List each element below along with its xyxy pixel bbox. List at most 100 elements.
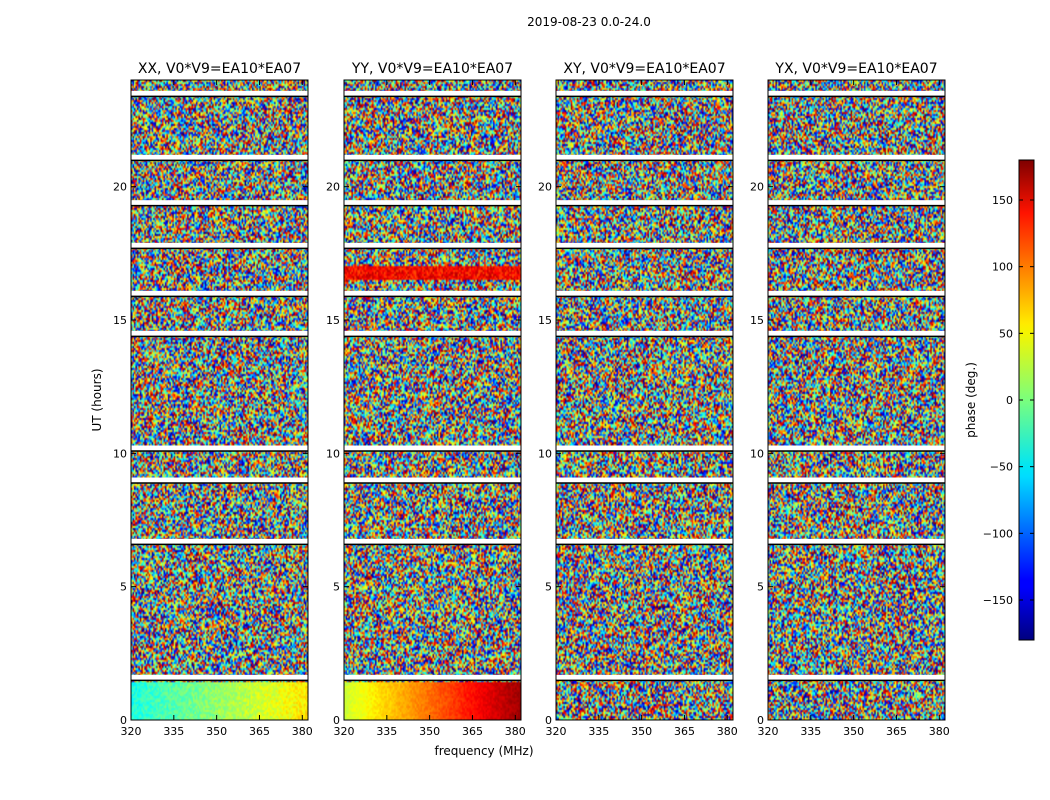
flagged-row: [131, 242, 308, 248]
x-tick-label: 335: [588, 725, 609, 738]
x-tick-label: 320: [546, 725, 567, 738]
y-tick-label: 5: [545, 581, 552, 594]
flagged-row: [131, 674, 308, 680]
panel-title: XX, V0*V9=EA10*EA07: [138, 61, 301, 77]
flagged-row: [768, 477, 945, 483]
flagged-row: [344, 242, 521, 248]
x-tick-label: 365: [462, 725, 483, 738]
y-tick-label: 15: [538, 314, 552, 327]
flagged-row: [131, 538, 308, 544]
x-tick-label: 380: [929, 725, 950, 738]
colorbar-tick-label: 150: [992, 194, 1013, 207]
flagged-row: [344, 330, 521, 336]
flagged-row: [556, 445, 733, 451]
flagged-row: [556, 477, 733, 483]
x-tick-label: 320: [334, 725, 355, 738]
y-tick-label: 0: [757, 714, 764, 727]
phase-heatmap-image: [131, 80, 308, 720]
panel-1: XX, V0*V9=EA10*EA07 320 335 350 365 380 0 5 10 15…: [113, 61, 313, 738]
phase-heatmap-image: [344, 80, 521, 720]
y-tick-label: 0: [333, 714, 340, 727]
flagged-row: [344, 290, 521, 296]
panel-frame: [767, 79, 946, 721]
flagged-row: [768, 445, 945, 451]
flagged-row: [131, 330, 308, 336]
y-tick-label: 10: [113, 447, 127, 460]
flagged-row: [131, 200, 308, 206]
panel-frame: [555, 79, 734, 721]
flagged-row: [556, 154, 733, 160]
x-tick-label: 350: [206, 725, 227, 738]
colorbar-tick-label: 50: [999, 327, 1013, 340]
x-tick-label: 320: [758, 725, 779, 738]
flagged-row: [344, 538, 521, 544]
x-tick-label: 320: [121, 725, 142, 738]
flagged-row: [556, 674, 733, 680]
panel-frame: [130, 79, 309, 721]
y-tick-label: 20: [750, 181, 764, 194]
x-tick-label: 335: [800, 725, 821, 738]
panel-3: XY, V0*V9=EA10*EA07 320 335 350 365 380 0 5 10 15…: [538, 61, 738, 738]
colorbar-tick-label: −100: [983, 527, 1013, 540]
y-tick-label: 20: [326, 181, 340, 194]
y-tick-label: 5: [120, 581, 127, 594]
y-tick-label: 15: [326, 314, 340, 327]
x-tick-label: 365: [674, 725, 695, 738]
x-tick-label: 335: [376, 725, 397, 738]
flagged-row: [131, 445, 308, 451]
flagged-row: [768, 674, 945, 680]
panel-title: YX, V0*V9=EA10*EA07: [774, 61, 937, 77]
colorbar-tick-label: 100: [992, 261, 1013, 274]
flagged-row: [556, 200, 733, 206]
flagged-row: [556, 538, 733, 544]
x-tick-label: 365: [249, 725, 270, 738]
x-tick-label: 380: [505, 725, 526, 738]
y-tick-label: 10: [538, 447, 552, 460]
x-tick-label: 335: [163, 725, 184, 738]
flagged-row: [344, 445, 521, 451]
x-tick-label: 350: [843, 725, 864, 738]
x-tick-label: 380: [292, 725, 313, 738]
colorbar-tick-label: −150: [983, 594, 1013, 607]
panel-frame: [343, 79, 522, 721]
flagged-row: [768, 242, 945, 248]
y-tick-label: 5: [757, 581, 764, 594]
y-tick-label: 15: [113, 314, 127, 327]
flagged-row: [344, 90, 521, 96]
y-tick-label: 5: [333, 581, 340, 594]
y-axis-label: UT (hours): [90, 368, 104, 431]
flagged-row: [131, 290, 308, 296]
x-tick-label: 365: [886, 725, 907, 738]
colorbar-label: phase (deg.): [964, 362, 978, 438]
y-tick-label: 0: [545, 714, 552, 727]
flagged-row: [768, 290, 945, 296]
y-tick-label: 10: [750, 447, 764, 460]
flagged-row: [344, 154, 521, 160]
y-tick-label: 0: [120, 714, 127, 727]
y-tick-label: 20: [113, 181, 127, 194]
y-tick-label: 10: [326, 447, 340, 460]
panel-title: XY, V0*V9=EA10*EA07: [563, 61, 725, 77]
flagged-row: [556, 242, 733, 248]
colorbar-tick-label: 0: [1006, 394, 1013, 407]
flagged-row: [344, 477, 521, 483]
flagged-row: [768, 200, 945, 206]
x-tick-label: 350: [419, 725, 440, 738]
flagged-row: [344, 674, 521, 680]
flagged-row: [768, 538, 945, 544]
panel-2: YY, V0*V9=EA10*EA07 320 335 350 365 380 0 5 10 15…: [326, 61, 526, 738]
x-tick-label: 380: [717, 725, 738, 738]
y-tick-label: 15: [750, 314, 764, 327]
colorbar-tick-label: −50: [990, 461, 1013, 474]
flagged-row: [556, 330, 733, 336]
colorbar: −150 −100 −50 0 50 100 150 phase (deg.): [964, 159, 1035, 641]
flagged-row: [131, 90, 308, 96]
flagged-row: [768, 154, 945, 160]
flagged-row: [768, 90, 945, 96]
phase-heatmap-image: [768, 80, 945, 720]
x-tick-label: 350: [631, 725, 652, 738]
panel-4: YX, V0*V9=EA10*EA07 320 335 350 365 380 0 5 10 15…: [750, 61, 950, 738]
flagged-row: [768, 330, 945, 336]
flagged-row: [556, 290, 733, 296]
